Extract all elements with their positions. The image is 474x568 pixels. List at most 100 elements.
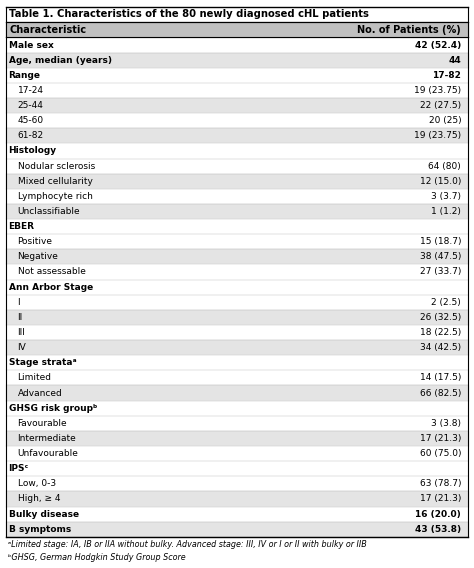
Bar <box>6 461 468 476</box>
Text: Not assessable: Not assessable <box>18 268 85 277</box>
Bar <box>6 98 468 113</box>
Text: 27 (33.7): 27 (33.7) <box>420 268 461 277</box>
Bar <box>6 113 468 128</box>
Text: Characteristic: Characteristic <box>9 24 87 35</box>
Bar <box>6 476 468 491</box>
Text: 17 (21.3): 17 (21.3) <box>420 434 461 443</box>
Text: III: III <box>18 328 26 337</box>
Text: 63 (78.7): 63 (78.7) <box>419 479 461 488</box>
Text: High, ≥ 4: High, ≥ 4 <box>18 494 60 503</box>
Bar <box>6 83 468 98</box>
Text: 18 (22.5): 18 (22.5) <box>420 328 461 337</box>
Text: Advanced: Advanced <box>18 389 62 398</box>
Text: 3 (3.8): 3 (3.8) <box>431 419 461 428</box>
Bar <box>6 325 468 340</box>
Text: ᵃLimited stage: IA, IB or IIA without bulky. Advanced stage: III, IV or I or II : ᵃLimited stage: IA, IB or IIA without bu… <box>8 540 366 549</box>
Bar <box>6 295 468 310</box>
Text: Unclassifiable: Unclassifiable <box>18 207 80 216</box>
Text: GHSG risk groupᵇ: GHSG risk groupᵇ <box>9 404 97 413</box>
Text: Bulky disease: Bulky disease <box>9 509 79 519</box>
Bar <box>6 37 468 53</box>
Text: Ann Arbor Stage: Ann Arbor Stage <box>9 283 93 291</box>
Bar <box>6 265 468 279</box>
Text: 43 (53.8): 43 (53.8) <box>415 525 461 534</box>
Bar <box>6 53 468 68</box>
Bar <box>6 416 468 431</box>
Text: 60 (75.0): 60 (75.0) <box>419 449 461 458</box>
Bar <box>6 174 468 189</box>
Bar <box>6 340 468 355</box>
Text: 45-60: 45-60 <box>18 116 44 125</box>
Bar <box>6 431 468 446</box>
Bar <box>6 7 468 22</box>
Text: No. of Patients (%): No. of Patients (%) <box>357 24 461 35</box>
Bar <box>6 219 468 234</box>
Text: 17-24: 17-24 <box>18 86 44 95</box>
Bar <box>6 446 468 461</box>
Text: Limited: Limited <box>18 373 52 382</box>
Text: EBER: EBER <box>9 222 35 231</box>
Text: 19 (23.75): 19 (23.75) <box>414 131 461 140</box>
Bar <box>6 204 468 219</box>
Bar <box>6 249 468 265</box>
Text: I: I <box>18 298 20 307</box>
Text: Lymphocyte rich: Lymphocyte rich <box>18 192 92 201</box>
Text: Table 1. Characteristics of the 80 newly diagnosed cHL patients: Table 1. Characteristics of the 80 newly… <box>9 9 368 19</box>
Text: Age, median (years): Age, median (years) <box>9 56 111 65</box>
Bar <box>6 234 468 249</box>
Text: 2 (2.5): 2 (2.5) <box>431 298 461 307</box>
Bar <box>6 521 468 537</box>
Bar <box>6 355 468 370</box>
Text: 34 (42.5): 34 (42.5) <box>420 343 461 352</box>
Bar <box>6 143 468 158</box>
Bar <box>6 386 468 400</box>
Text: Positive: Positive <box>18 237 53 247</box>
Text: 12 (15.0): 12 (15.0) <box>420 177 461 186</box>
Text: Histology: Histology <box>9 147 57 156</box>
Text: Stage strataᵃ: Stage strataᵃ <box>9 358 76 367</box>
Text: 61-82: 61-82 <box>18 131 44 140</box>
Text: 15 (18.7): 15 (18.7) <box>419 237 461 247</box>
Bar <box>6 22 468 37</box>
Text: Unfavourable: Unfavourable <box>18 449 78 458</box>
Text: 44: 44 <box>448 56 461 65</box>
Text: 42 (52.4): 42 (52.4) <box>415 40 461 49</box>
Text: ᵇGHSG, German Hodgkin Study Group Score: ᵇGHSG, German Hodgkin Study Group Score <box>8 553 185 562</box>
Text: Mixed cellularity: Mixed cellularity <box>18 177 92 186</box>
Text: 16 (20.0): 16 (20.0) <box>415 509 461 519</box>
Text: 19 (23.75): 19 (23.75) <box>414 86 461 95</box>
Bar <box>6 189 468 204</box>
Bar <box>6 128 468 143</box>
Text: Favourable: Favourable <box>18 419 67 428</box>
Text: Intermediate: Intermediate <box>18 434 76 443</box>
Text: Nodular sclerosis: Nodular sclerosis <box>18 161 95 170</box>
Text: 1 (1.2): 1 (1.2) <box>431 207 461 216</box>
Text: Range: Range <box>9 71 41 80</box>
Text: 17-82: 17-82 <box>432 71 461 80</box>
Text: 66 (82.5): 66 (82.5) <box>420 389 461 398</box>
Bar <box>6 507 468 521</box>
Text: 26 (32.5): 26 (32.5) <box>420 313 461 322</box>
Bar <box>6 68 468 83</box>
Text: IPSᶜ: IPSᶜ <box>9 464 29 473</box>
Bar <box>6 310 468 325</box>
Bar <box>6 400 468 416</box>
Text: Low, 0-3: Low, 0-3 <box>18 479 55 488</box>
Bar <box>6 370 468 386</box>
Bar <box>6 491 468 507</box>
Text: 17 (21.3): 17 (21.3) <box>420 494 461 503</box>
Bar <box>6 158 468 174</box>
Text: II: II <box>18 313 23 322</box>
Text: Male sex: Male sex <box>9 40 53 49</box>
Text: 25-44: 25-44 <box>18 101 44 110</box>
Text: 14 (17.5): 14 (17.5) <box>420 373 461 382</box>
Text: 3 (3.7): 3 (3.7) <box>431 192 461 201</box>
Text: 22 (27.5): 22 (27.5) <box>420 101 461 110</box>
Text: Negative: Negative <box>18 252 58 261</box>
Text: 64 (80): 64 (80) <box>428 161 461 170</box>
Text: 38 (47.5): 38 (47.5) <box>420 252 461 261</box>
Bar <box>6 279 468 295</box>
Text: B symptoms: B symptoms <box>9 525 71 534</box>
Text: 20 (25): 20 (25) <box>428 116 461 125</box>
Text: IV: IV <box>18 343 26 352</box>
